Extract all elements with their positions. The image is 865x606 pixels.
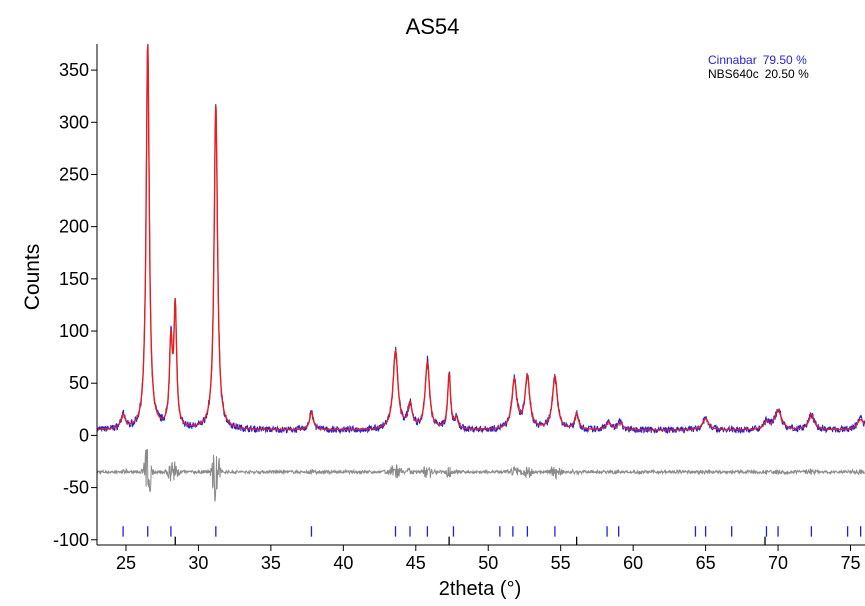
- legend-value-nbs640c: 20.50 %: [764, 67, 809, 81]
- x-tick-label: 75: [840, 553, 860, 573]
- difference-curve-group: [97, 448, 865, 502]
- x-tick-label: 45: [406, 553, 426, 573]
- difference-curve: [97, 448, 865, 502]
- axes-group: -100 -50 0 50 100 150 200 250 300 350 25 30 35 40 45 50…: [53, 44, 865, 573]
- legend-value-cinnabar: 79.50 %: [762, 53, 807, 67]
- legend-label-cinnabar: Cinnabar: [708, 53, 757, 67]
- x-tick-label: 25: [116, 553, 136, 573]
- x-tick-label: 60: [623, 553, 643, 573]
- x-axis-label: 2theta (°): [438, 578, 522, 600]
- calculated-curve: [97, 44, 865, 431]
- legend-entry-nbs640c: NBS640c 20.50 %: [708, 67, 809, 81]
- y-tick-label: 350: [59, 60, 89, 80]
- reflection-markers-group: [122, 526, 862, 545]
- legend-label-nbs640c: NBS640c: [708, 67, 759, 81]
- y-tick-label: 0: [79, 425, 89, 445]
- y-tick-label: 300: [59, 112, 89, 132]
- y-tick-label: -100: [53, 530, 89, 550]
- x-tick-label: 35: [261, 553, 281, 573]
- observed-curve: [97, 44, 865, 435]
- y-axis-label: Counts: [21, 243, 44, 311]
- observed-curve-group: [97, 44, 865, 435]
- y-tick-label: 150: [59, 269, 89, 289]
- y-tick-label: 250: [59, 164, 89, 184]
- calculated-curve-group: [97, 44, 865, 431]
- x-tick-label: 50: [478, 553, 498, 573]
- x-tick-label: 70: [768, 553, 788, 573]
- legend-entry-cinnabar: Cinnabar 79.50 %: [708, 53, 807, 67]
- x-tick-label: 40: [333, 553, 353, 573]
- y-tick-label: 200: [59, 217, 89, 237]
- x-tick-label: 55: [551, 553, 571, 573]
- chart-title: AS54: [405, 14, 460, 39]
- y-tick-label: 100: [59, 321, 89, 341]
- x-tick-label: 65: [696, 553, 716, 573]
- y-tick-label: -50: [63, 478, 89, 498]
- x-tick-label: 30: [188, 553, 208, 573]
- y-tick-label: 50: [69, 373, 89, 393]
